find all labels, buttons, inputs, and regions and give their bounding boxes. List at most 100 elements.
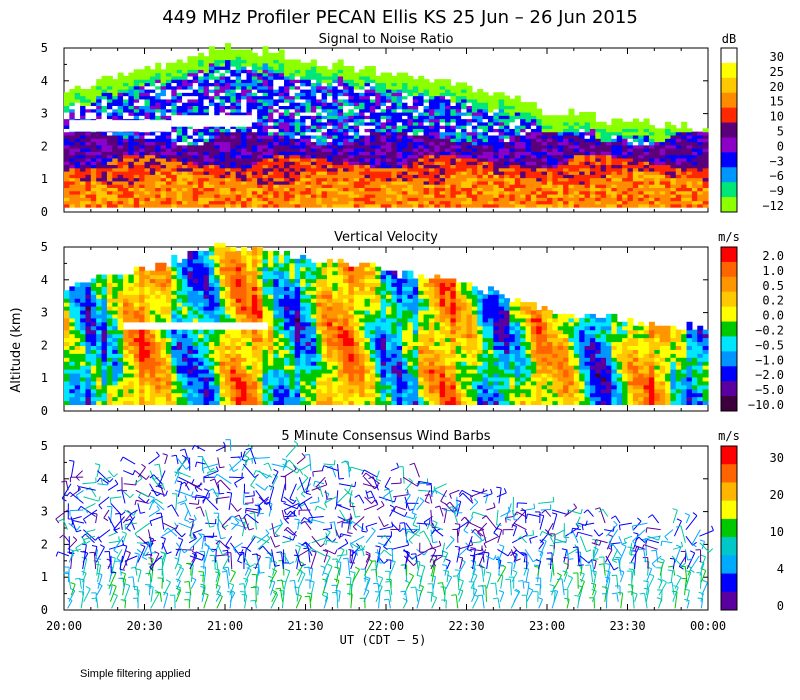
velocity-cell [96,372,103,378]
snr-cell [278,167,285,172]
snr-cell [139,69,146,74]
snr-cell [123,167,129,172]
snr-cell [80,190,87,195]
snr-cell [128,108,135,113]
snr-cell [101,89,108,93]
snr-cell [112,157,119,162]
snr-cell [284,197,290,202]
velocity-cell [90,349,97,354]
snr-cell [182,167,189,172]
snr-cell [294,95,301,100]
snr-cell [128,141,135,146]
snr-cell [182,89,189,93]
y-tick-label: 4 [41,74,48,88]
snr-cell [90,171,97,175]
snr-cell [187,66,194,70]
snr-cell [117,92,124,97]
snr-cell [182,95,189,100]
snr-cell [133,92,140,97]
snr-cell [64,200,70,205]
snr-cell [225,72,231,77]
snr-cell [235,49,242,54]
snr-cell [192,128,199,133]
snr-cell [208,75,215,80]
snr-cell [139,111,146,116]
snr-cell [450,85,457,90]
snr-cell [176,197,183,202]
snr-cell [90,167,97,172]
snr-cell [165,69,172,74]
snr-cell [106,193,113,198]
snr-cell [203,59,210,64]
snr-cell [117,75,124,80]
snr-cell [235,177,242,182]
snr-cell [267,184,274,188]
snr-cell [278,177,285,182]
snr-cell [128,138,135,143]
snr-cell [278,82,285,87]
snr-cell [487,95,494,100]
snr-cell [251,62,258,67]
snr-cell [262,85,269,90]
snr-cell [74,177,81,182]
snr-cell [225,66,231,70]
snr-cell [155,98,162,103]
snr-cell [160,200,167,205]
snr-cell [230,148,237,152]
snr-cell [235,62,242,67]
snr-cell [294,174,301,179]
velocity-cell [96,313,103,319]
velocity-cell [69,329,76,335]
snr-cell [251,52,258,57]
velocity-cell [80,290,87,295]
snr-cell [278,69,285,74]
snr-cell [273,56,280,61]
snr-cell [203,157,210,162]
snr-cell [214,171,221,175]
snr-cell [262,82,269,87]
snr-cell [257,134,264,139]
velocity-cell [74,396,81,402]
snr-cell [64,151,70,156]
snr-cell [241,95,248,100]
snr-cell [230,79,237,84]
snr-cell [106,85,113,90]
snr-cell [300,89,307,93]
snr-cell [117,131,124,136]
snr-cell [225,164,231,169]
snr-cell [106,79,113,84]
snr-cell [257,89,264,93]
snr-cell [251,148,258,152]
snr-cell [321,66,328,70]
snr-cell [171,92,178,97]
snr-cell [96,115,103,120]
velocity-cell [74,388,81,394]
velocity-cell [96,306,103,311]
velocity-cell [64,341,70,346]
snr-cell [117,193,124,198]
snr-cell [251,98,258,103]
snr-cell [241,92,248,97]
snr-cell [251,161,258,166]
snr-cell [149,95,156,100]
snr-cell [257,118,264,123]
velocity-cell [85,321,92,327]
snr-cell [284,118,290,123]
colorbar-swatch [721,167,737,183]
snr-cell [289,134,296,139]
velocity-cell [96,357,103,362]
velocity-cell [80,325,87,331]
snr-cell [289,118,296,123]
snr-cell [267,203,274,208]
snr-cell [74,154,81,159]
snr-cell [230,72,237,77]
snr-cell [187,62,194,67]
snr-cell [262,177,269,182]
snr-cell [251,79,258,84]
snr-cell [257,197,264,202]
snr-cell [278,171,285,175]
snr-cell [64,157,70,162]
snr-cell [74,184,81,188]
snr-cell [337,59,344,64]
snr-cell [192,157,199,162]
